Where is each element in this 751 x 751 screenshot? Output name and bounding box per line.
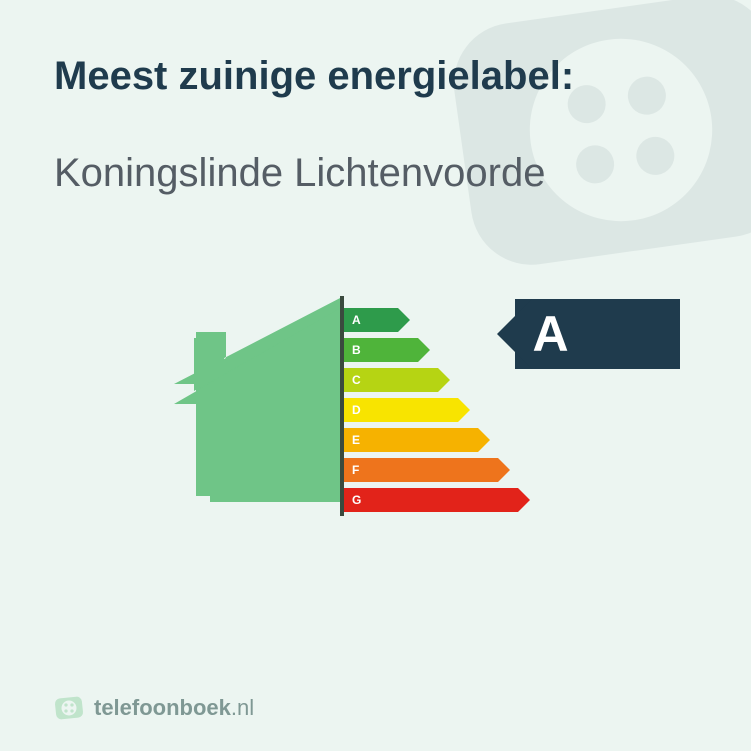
- footer: telefoonboek.nl: [54, 693, 254, 723]
- energy-bar: A: [344, 308, 398, 332]
- chevron-right-icon: [478, 428, 490, 452]
- energy-bar: C: [344, 368, 438, 392]
- energy-bar-label: D: [352, 403, 361, 417]
- energy-label-card: Meest zuinige energielabel: Koningslinde…: [0, 0, 751, 751]
- energy-chart: A B C D E F G A: [54, 266, 697, 546]
- energy-bar-row: D: [344, 398, 604, 422]
- footer-brand-name: telefoonboek: [94, 695, 231, 720]
- chevron-right-icon: [518, 488, 530, 512]
- energy-bar: B: [344, 338, 418, 362]
- energy-bar-label: G: [352, 493, 361, 507]
- energy-bar-label: C: [352, 373, 361, 387]
- subtitle: Koningslinde Lichtenvoorde: [54, 151, 697, 196]
- energy-bar-row: G: [344, 488, 604, 512]
- energy-bar: D: [344, 398, 458, 422]
- energy-bar-label: E: [352, 433, 360, 447]
- energy-bar: F: [344, 458, 498, 482]
- energy-bar: G: [344, 488, 518, 512]
- rating-letter: A: [533, 305, 569, 363]
- chevron-right-icon: [398, 308, 410, 332]
- footer-logo-icon: [54, 693, 84, 723]
- chevron-right-icon: [418, 338, 430, 362]
- energy-bar-label: B: [352, 343, 361, 357]
- energy-bar: E: [344, 428, 478, 452]
- rating-badge: A: [497, 299, 697, 369]
- energy-bar-row: C: [344, 368, 604, 392]
- energy-bar-row: E: [344, 428, 604, 452]
- chevron-right-icon: [438, 368, 450, 392]
- chevron-right-icon: [498, 458, 510, 482]
- footer-brand-tld: .nl: [231, 695, 254, 720]
- energy-bar-row: F: [344, 458, 604, 482]
- rating-badge-body: A: [515, 299, 680, 369]
- title: Meest zuinige energielabel:: [54, 54, 697, 99]
- energy-bar-label: A: [352, 313, 361, 327]
- chevron-right-icon: [458, 398, 470, 422]
- rating-badge-arrow: [497, 299, 532, 369]
- energy-bar-label: F: [352, 463, 359, 477]
- footer-brand: telefoonboek.nl: [94, 695, 254, 721]
- house-icon: [174, 296, 344, 516]
